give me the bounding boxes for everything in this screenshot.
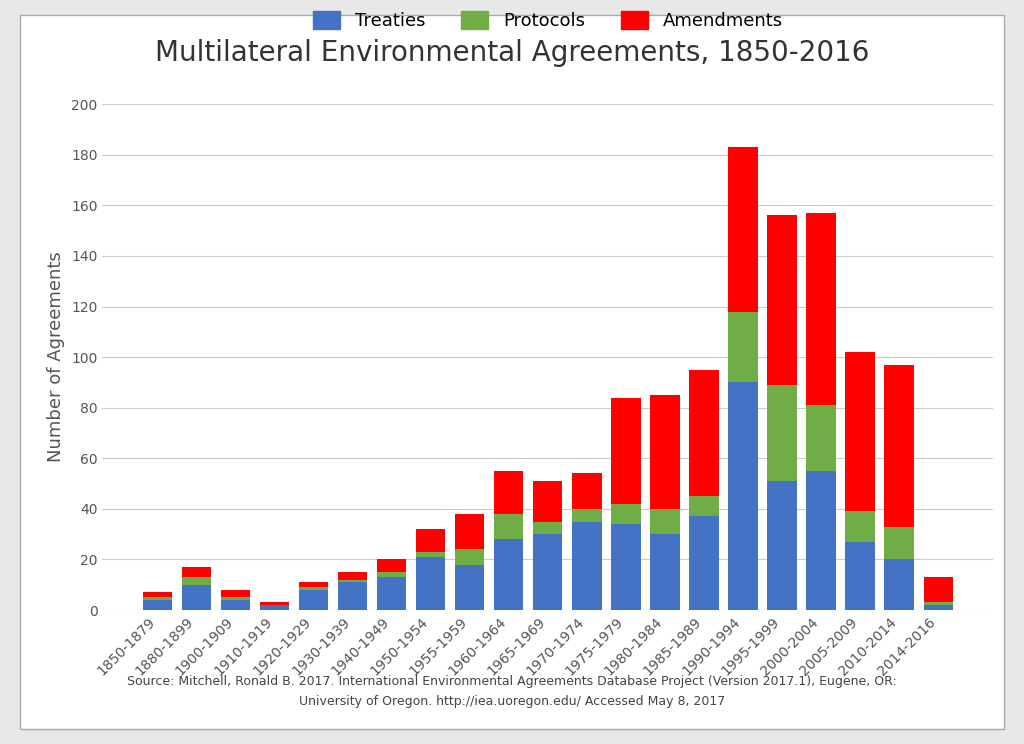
Bar xyxy=(338,580,368,583)
Bar xyxy=(338,583,368,610)
Y-axis label: Number of Agreements: Number of Agreements xyxy=(47,251,66,463)
Bar xyxy=(885,559,913,610)
Bar xyxy=(689,370,719,496)
Bar xyxy=(611,397,641,504)
Bar xyxy=(846,511,874,542)
Bar xyxy=(689,496,719,516)
Bar xyxy=(572,522,601,610)
Bar xyxy=(611,504,641,524)
Bar xyxy=(846,352,874,511)
Bar xyxy=(728,147,758,312)
Text: Source: Mitchell, Ronald B. 2017. International Environmental Agreements Databas: Source: Mitchell, Ronald B. 2017. Intern… xyxy=(127,676,897,688)
Bar xyxy=(143,600,172,610)
Bar xyxy=(182,585,211,610)
Bar xyxy=(338,572,368,580)
Bar xyxy=(416,529,445,552)
Bar xyxy=(221,597,250,600)
Bar xyxy=(260,605,289,610)
Bar xyxy=(846,542,874,610)
Bar xyxy=(767,385,797,481)
Bar xyxy=(377,559,407,572)
Bar xyxy=(416,552,445,557)
Bar xyxy=(260,603,289,605)
Bar xyxy=(650,509,680,534)
Bar xyxy=(455,514,484,549)
Bar xyxy=(807,213,836,405)
Bar xyxy=(221,600,250,610)
Legend: Treaties, Protocols, Amendments: Treaties, Protocols, Amendments xyxy=(304,2,792,39)
Text: University of Oregon. http://iea.uoregon.edu/ Accessed May 8, 2017: University of Oregon. http://iea.uoregon… xyxy=(299,696,725,708)
Bar xyxy=(495,539,523,610)
Bar xyxy=(767,481,797,610)
Bar xyxy=(689,516,719,610)
Bar xyxy=(924,603,952,605)
Bar xyxy=(221,590,250,597)
Bar xyxy=(767,216,797,385)
Bar xyxy=(534,534,562,610)
Bar xyxy=(377,572,407,577)
Bar xyxy=(572,473,601,509)
Bar xyxy=(924,577,952,603)
Bar xyxy=(611,524,641,610)
Text: Multilateral Environmental Agreements, 1850-2016: Multilateral Environmental Agreements, 1… xyxy=(155,39,869,67)
Bar xyxy=(885,365,913,527)
Bar xyxy=(572,509,601,522)
Bar xyxy=(299,590,329,610)
Bar xyxy=(650,534,680,610)
Bar xyxy=(650,395,680,509)
Bar xyxy=(534,522,562,534)
Bar xyxy=(807,405,836,471)
Bar xyxy=(728,312,758,382)
Bar xyxy=(534,481,562,522)
Bar xyxy=(182,577,211,585)
Bar xyxy=(885,527,913,559)
Bar xyxy=(495,471,523,514)
Bar xyxy=(455,549,484,565)
Bar xyxy=(182,567,211,577)
Bar xyxy=(455,565,484,610)
Bar xyxy=(299,583,329,587)
Bar xyxy=(416,557,445,610)
Bar xyxy=(924,605,952,610)
Bar xyxy=(728,382,758,610)
Bar xyxy=(143,592,172,597)
Bar xyxy=(495,514,523,539)
Bar xyxy=(807,471,836,610)
Bar xyxy=(143,597,172,600)
Bar xyxy=(377,577,407,610)
Bar xyxy=(299,587,329,590)
